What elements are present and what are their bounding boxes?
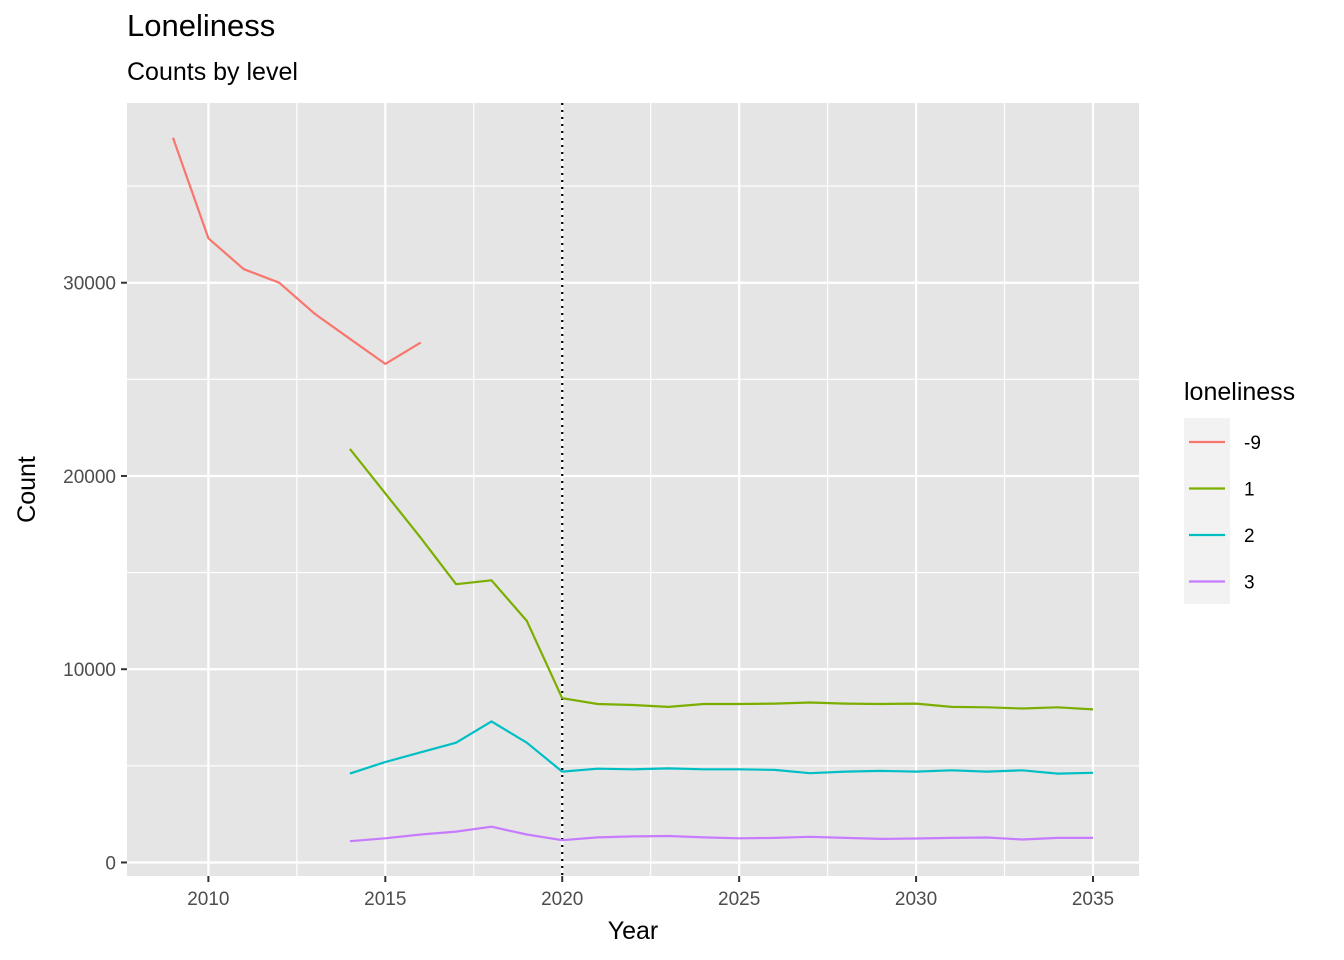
y-tick-label: 10000 xyxy=(63,660,116,681)
legend-label-2: 2 xyxy=(1244,526,1255,547)
series-line--9 xyxy=(171,137,422,365)
x-axis-ticks: 2010 2015 2020 2025 2030 2035 xyxy=(187,876,1114,910)
y-axis-title: Count xyxy=(13,456,41,523)
series-line-3 xyxy=(349,825,1093,843)
x-tick-label: 2010 xyxy=(187,889,229,910)
series-line-2 xyxy=(349,720,1094,775)
chart-subtitle: Counts by level xyxy=(127,58,298,86)
x-tick-label: 2025 xyxy=(718,889,760,910)
legend-label-1: 1 xyxy=(1244,480,1255,501)
y-tick-label: 30000 xyxy=(63,274,116,295)
minor-gridlines xyxy=(127,103,1139,876)
x-tick-label: 2020 xyxy=(541,889,583,910)
series-lines xyxy=(171,137,1094,843)
plot-panel xyxy=(127,103,1139,876)
legend: loneliness -9 1 2 3 xyxy=(1184,378,1295,604)
x-axis-title: Year xyxy=(608,917,659,945)
legend-title: loneliness xyxy=(1184,378,1295,406)
y-tick-label: 20000 xyxy=(63,467,116,488)
legend-label--9: -9 xyxy=(1244,433,1261,454)
chart-title: Loneliness xyxy=(127,8,276,43)
x-tick-label: 2015 xyxy=(364,889,406,910)
y-axis-ticks: 0 10000 20000 30000 xyxy=(63,274,127,874)
series-line-1 xyxy=(349,448,1094,711)
legend-label-3: 3 xyxy=(1244,573,1255,594)
x-tick-label: 2030 xyxy=(895,889,937,910)
x-tick-label: 2035 xyxy=(1072,889,1114,910)
y-tick-label: 0 xyxy=(105,853,116,874)
